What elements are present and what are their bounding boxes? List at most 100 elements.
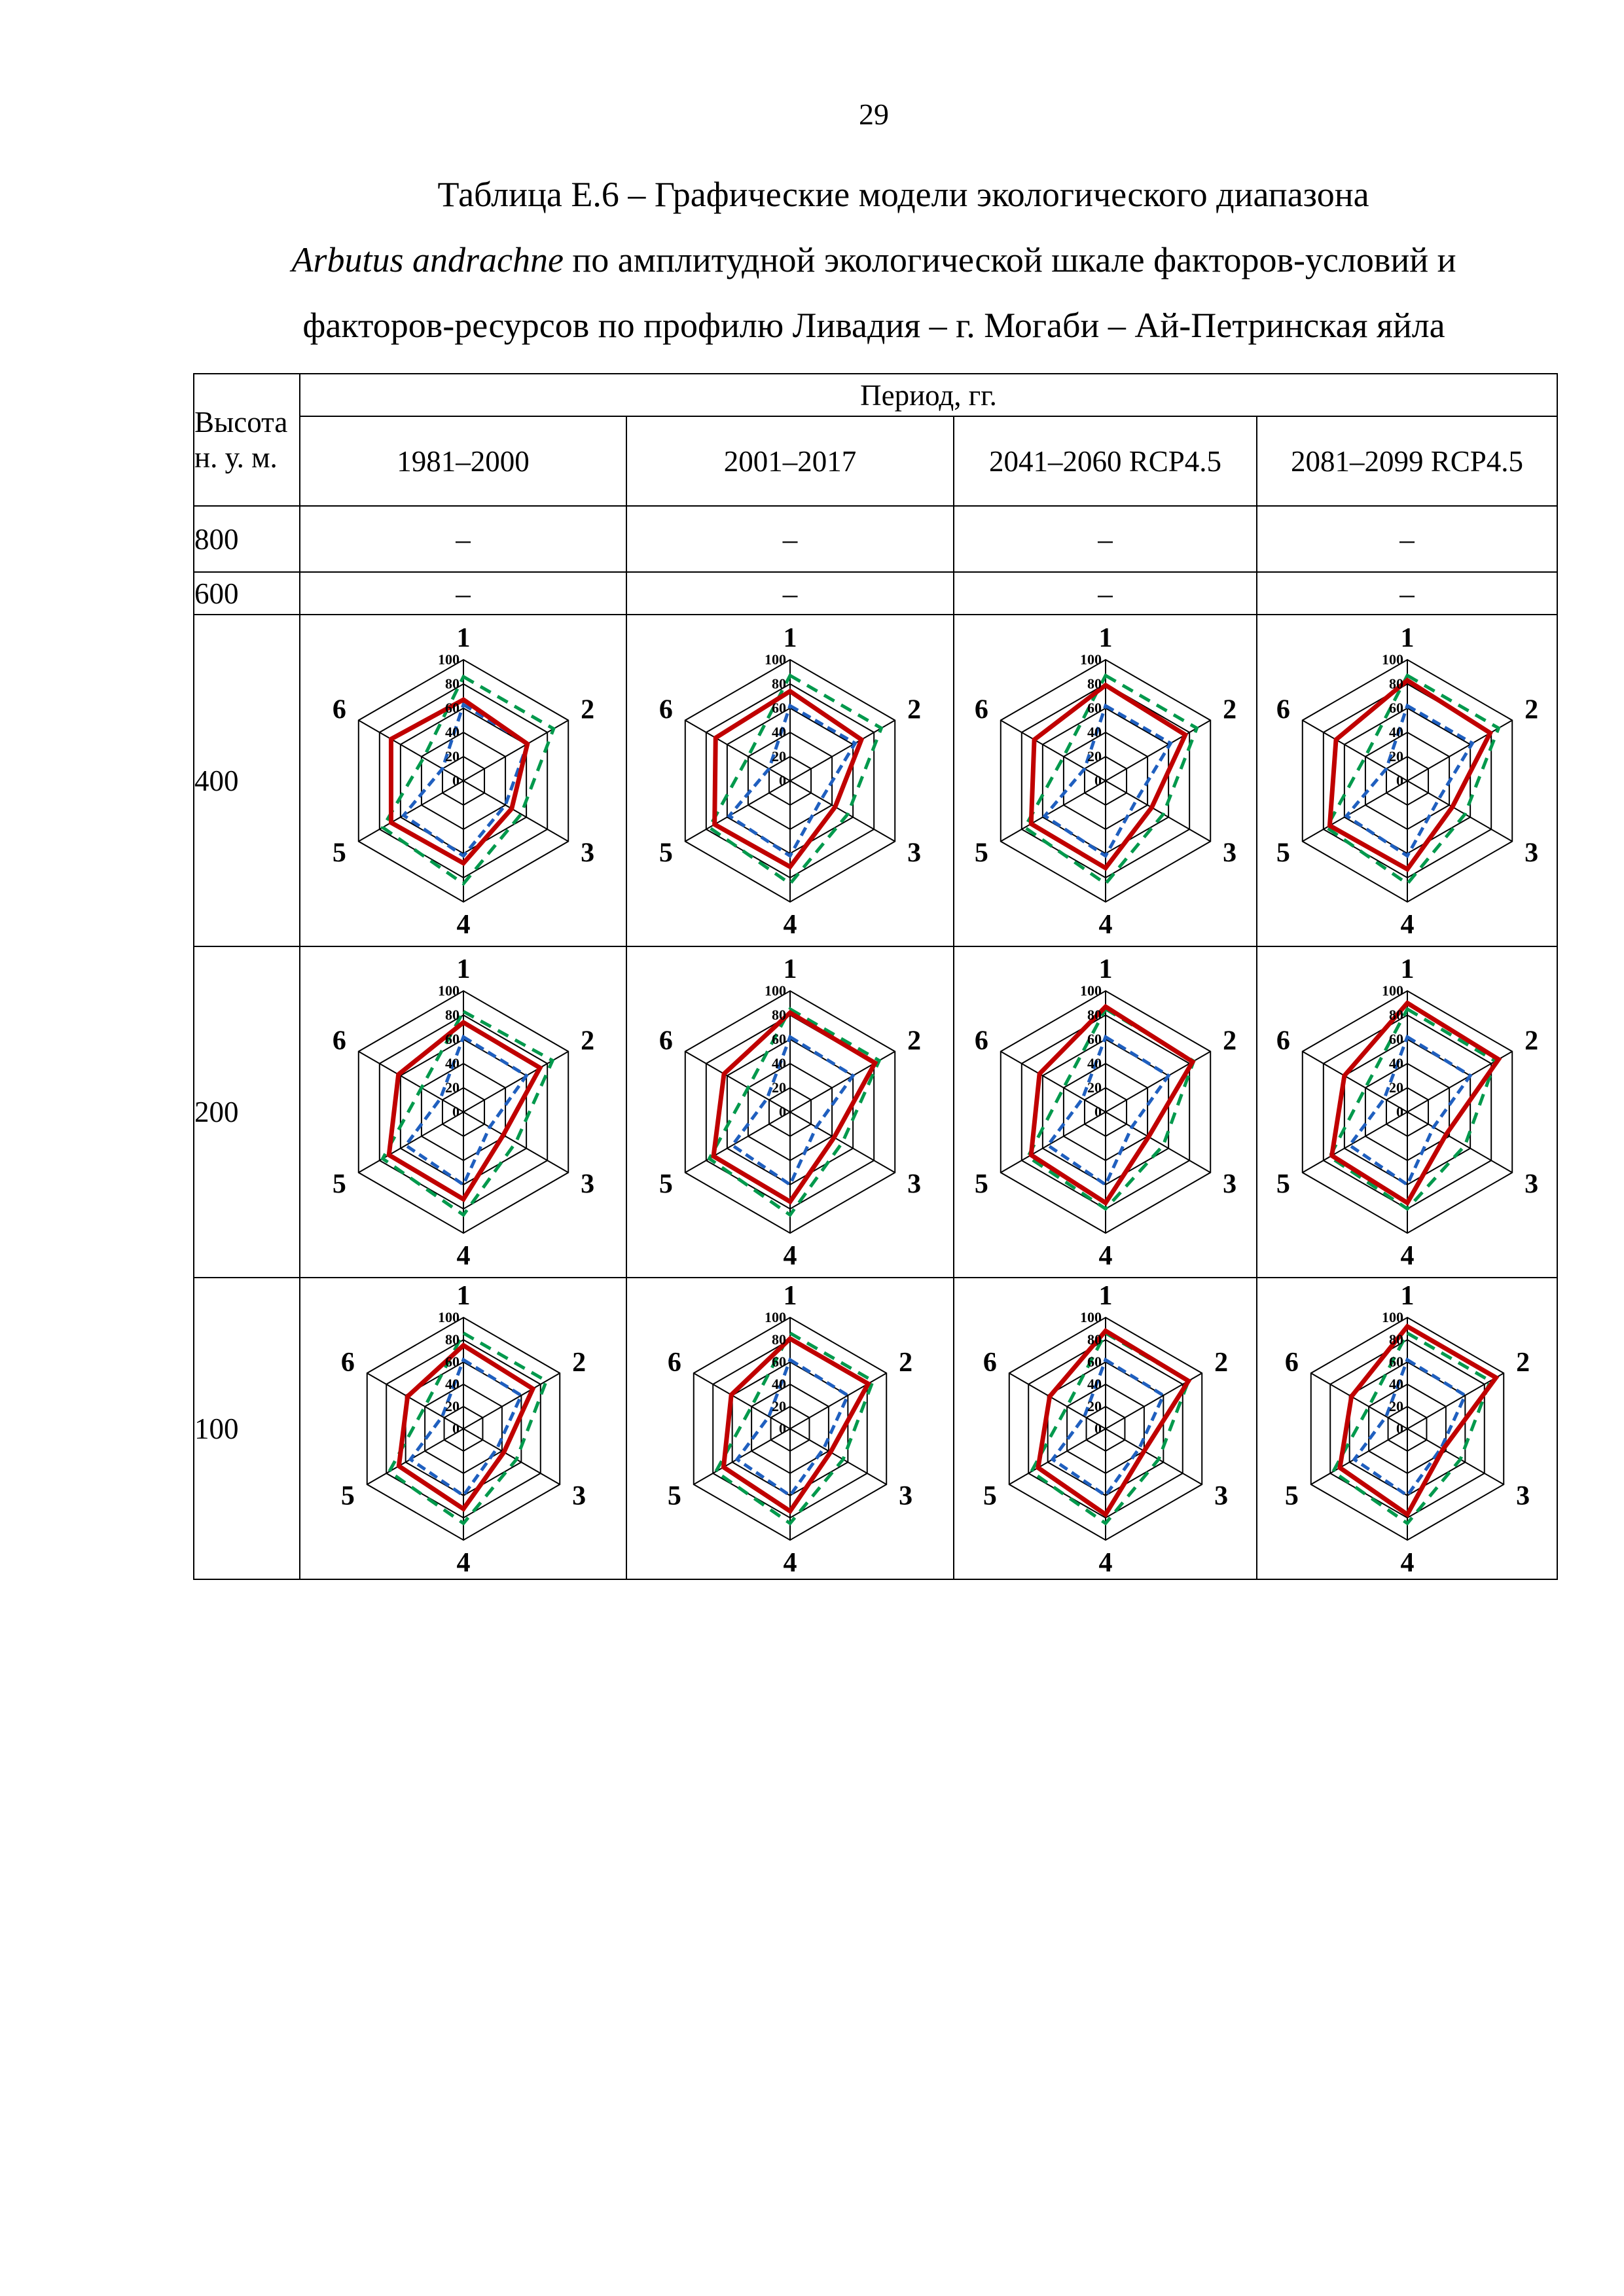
empty-cell: – bbox=[626, 571, 954, 615]
axis-spoke bbox=[366, 1427, 463, 1485]
tick-label: 20 bbox=[1087, 1398, 1102, 1414]
axis-spoke bbox=[357, 719, 464, 781]
tick-label: 40 bbox=[1389, 724, 1403, 740]
tick-label: 80 bbox=[1087, 1331, 1102, 1348]
axis-spoke bbox=[1104, 719, 1211, 781]
period-header: Период, гг. bbox=[299, 373, 1558, 417]
axis-spoke bbox=[1406, 719, 1513, 781]
tick-label: 80 bbox=[772, 675, 786, 692]
axis-label: 3 bbox=[581, 1170, 594, 1200]
radar-cell: 0 20 40 60 80 100 1 2 3 4 5 6 bbox=[1256, 946, 1558, 1278]
axis-label: 2 bbox=[907, 694, 921, 725]
tick-label: 60 bbox=[1087, 1031, 1102, 1047]
axis-label: 3 bbox=[907, 838, 921, 868]
axis-label: 4 bbox=[784, 910, 797, 940]
axis-spoke bbox=[789, 1427, 887, 1485]
table-caption-line-1: Таблица Е.6 – Графические модели экологи… bbox=[437, 175, 1369, 214]
axis-label: 5 bbox=[332, 838, 346, 868]
axis-label: 1 bbox=[1098, 623, 1112, 653]
axis-spoke bbox=[1406, 1372, 1504, 1429]
axis-label: 4 bbox=[456, 910, 470, 940]
axis-label: 6 bbox=[332, 694, 346, 725]
axis-spoke bbox=[462, 1372, 560, 1429]
axis-spoke bbox=[1310, 1372, 1407, 1429]
tick-label: 80 bbox=[1087, 1007, 1102, 1023]
axis-label: 6 bbox=[340, 1348, 354, 1378]
axis-label: 5 bbox=[659, 838, 673, 868]
tick-label: 40 bbox=[772, 1376, 786, 1392]
series-polygon bbox=[1035, 1327, 1191, 1518]
series-polygon bbox=[713, 1330, 875, 1526]
empty-cell: – bbox=[299, 571, 627, 615]
tick-label: 100 bbox=[765, 982, 786, 999]
tick-label: 40 bbox=[1087, 1055, 1102, 1071]
tick-label: 20 bbox=[445, 1398, 460, 1414]
table-row: 800 – – – – bbox=[193, 505, 1558, 573]
axis-spoke bbox=[1301, 719, 1408, 781]
axis-label: 2 bbox=[899, 1348, 912, 1378]
axis-label: 5 bbox=[983, 1481, 996, 1511]
series-polygon bbox=[1330, 1330, 1492, 1526]
axis-label: 6 bbox=[1284, 1348, 1298, 1378]
series-polygon bbox=[707, 1007, 882, 1217]
axis-spoke bbox=[462, 1427, 560, 1485]
series-polygon bbox=[1022, 673, 1199, 886]
radar-cell: 0 20 40 60 80 100 1 2 3 4 5 6 bbox=[299, 946, 627, 1278]
axis-spoke bbox=[357, 1050, 464, 1113]
series-polygon bbox=[1343, 703, 1475, 858]
radar-cell: 0 20 40 60 80 100 1 2 3 4 5 6 bbox=[1256, 614, 1558, 947]
axis-label: 5 bbox=[659, 1170, 673, 1200]
table-caption-line-3: факторов-ресурсов по профилю Ливадия – г… bbox=[302, 306, 1445, 345]
axis-spoke bbox=[462, 1111, 569, 1174]
tick-label: 100 bbox=[1382, 1309, 1403, 1325]
axis-spoke bbox=[685, 780, 791, 842]
tick-label: 20 bbox=[772, 1398, 786, 1414]
axis-label: 4 bbox=[1098, 1241, 1112, 1271]
table-row: 400 0 20 40 60 80 100 1 2 3 4 5 6 0 20 40 60 80 100 1 2 3 4 5… bbox=[193, 614, 1558, 947]
axis-spoke bbox=[1000, 1050, 1106, 1113]
axis-spoke bbox=[1104, 1427, 1202, 1485]
radar-cell: 0 20 40 60 80 100 1 2 3 4 5 6 bbox=[626, 614, 954, 947]
tick-label: 60 bbox=[772, 1354, 786, 1370]
axis-spoke bbox=[693, 1427, 791, 1485]
series-polygon bbox=[1041, 703, 1173, 858]
series-polygon bbox=[730, 1034, 856, 1187]
tick-label: 100 bbox=[1080, 1309, 1102, 1325]
axis-spoke bbox=[685, 1050, 791, 1113]
tick-label: 0 bbox=[779, 1420, 786, 1437]
axis-label: 2 bbox=[1525, 694, 1538, 725]
axis-label: 4 bbox=[784, 1241, 797, 1271]
radar-cell: 0 20 40 60 80 100 1 2 3 4 5 6 bbox=[299, 1277, 627, 1580]
height-label: 400 bbox=[193, 614, 300, 947]
series-polygon bbox=[1337, 1323, 1500, 1518]
radar-cell: 0 20 40 60 80 100 1 2 3 4 5 6 bbox=[953, 614, 1257, 947]
axis-label: 4 bbox=[1400, 910, 1414, 940]
axis-label: 3 bbox=[1223, 838, 1236, 868]
height-label: 200 bbox=[193, 946, 300, 1278]
table-caption-line-2: Arbutus andrachne по амплитудной экологи… bbox=[0, 242, 1624, 278]
axis-label: 6 bbox=[974, 1026, 988, 1056]
axis-label: 6 bbox=[983, 1348, 996, 1378]
axis-label: 2 bbox=[1516, 1348, 1530, 1378]
axis-label: 2 bbox=[1214, 1348, 1228, 1378]
series-polygon bbox=[1329, 999, 1502, 1206]
series-polygon bbox=[386, 1330, 549, 1526]
axis-label: 1 bbox=[456, 623, 470, 653]
tick-label: 0 bbox=[1396, 1103, 1403, 1120]
tick-label: 20 bbox=[772, 748, 786, 764]
axis-spoke bbox=[462, 719, 569, 781]
axis-label: 6 bbox=[659, 1026, 673, 1056]
tick-label: 100 bbox=[1382, 651, 1403, 668]
axis-label: 3 bbox=[899, 1481, 912, 1511]
axis-label: 1 bbox=[1400, 623, 1414, 653]
tick-label: 100 bbox=[765, 651, 786, 668]
height-label: 600 bbox=[193, 571, 300, 615]
height-label: 100 bbox=[193, 1277, 300, 1580]
axis-spoke bbox=[1406, 1427, 1504, 1485]
series-polygon bbox=[380, 1009, 554, 1217]
